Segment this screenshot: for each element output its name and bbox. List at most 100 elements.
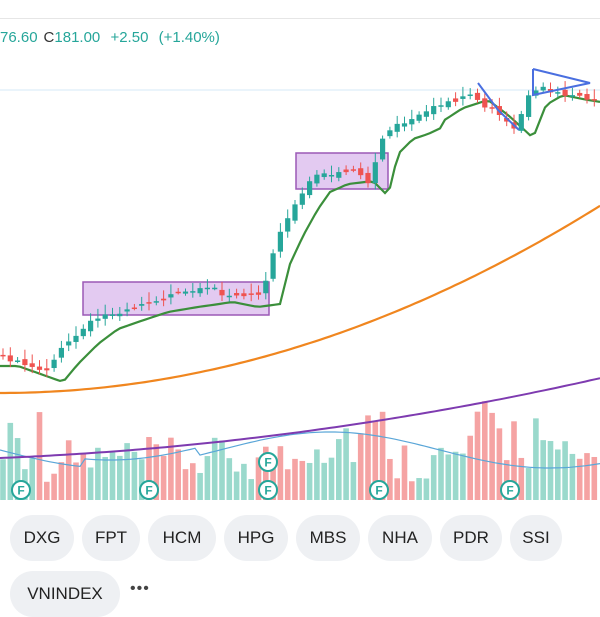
candle-up (277, 231, 283, 252)
more-options-button[interactable]: ••• (130, 580, 150, 597)
candle-up (372, 162, 378, 184)
volume-bar (555, 449, 561, 500)
candle-up (416, 114, 422, 121)
volume-bar (175, 449, 181, 500)
event-marker-circle (500, 480, 520, 500)
candle-down (241, 293, 247, 297)
volume-bar (365, 415, 371, 500)
volume-bar (124, 443, 130, 500)
candle-down (365, 172, 371, 184)
candle-up (569, 95, 575, 97)
event-markers: F FFF F F (11, 452, 520, 500)
volume-bar (73, 462, 79, 500)
wedge-line-2 (532, 68, 591, 97)
candle-up (328, 175, 335, 177)
candle-up (292, 204, 298, 221)
volume-bar (7, 422, 14, 500)
candle-up (139, 304, 145, 306)
ticker-chip-ssi[interactable]: SSI (510, 515, 562, 561)
close-value: 181.00 (54, 29, 101, 46)
volume-bar (569, 453, 576, 500)
candle-down (36, 366, 43, 370)
volume-bar (350, 462, 357, 500)
candle-up (401, 123, 408, 127)
consolidation-zone-1 (82, 281, 270, 316)
volume-bar (160, 455, 167, 500)
candle-down (474, 92, 481, 100)
candle-down (29, 363, 35, 367)
volume-bar (58, 462, 65, 500)
candle-up (80, 328, 86, 337)
candle-up (58, 347, 64, 358)
volume-bar (438, 447, 444, 500)
volume-bar (226, 458, 233, 500)
candle-up (460, 96, 466, 99)
candle-up (299, 193, 305, 205)
candle-up (168, 294, 174, 298)
ticker-chip-hpg[interactable]: HPG (224, 515, 288, 561)
volume-bar (182, 469, 189, 500)
ticker-chip-mbs[interactable]: MBS (296, 515, 360, 561)
volume-bar (248, 479, 254, 500)
ma-fast-line (0, 94, 600, 383)
change-percent: (+1.40%) (158, 29, 220, 46)
volume-bar (562, 441, 568, 500)
volume-bar (394, 478, 400, 500)
candle-down (44, 368, 50, 371)
ticker-chip-dxg[interactable]: DXG (10, 515, 74, 561)
volume-bar (547, 441, 554, 500)
volume-bar (109, 452, 116, 500)
event-marker-label: F (375, 484, 382, 498)
ohlc-legend: 76.60 C181.00 +2.50 (+1.40%) (0, 29, 226, 49)
candle-up (95, 318, 101, 321)
volume-bar (576, 458, 583, 500)
volume-bar (409, 481, 415, 500)
candle-down (255, 292, 262, 295)
ticker-chip-fpt[interactable]: FPT (82, 515, 140, 561)
candle-up (533, 90, 539, 96)
candle-up (190, 291, 196, 293)
volume-bar (306, 462, 313, 500)
event-marker-circle (258, 480, 278, 500)
ticker-chip-nha[interactable]: NHA (368, 515, 432, 561)
candle-up (555, 92, 561, 94)
volume-bar (29, 458, 35, 500)
volume-bar (496, 428, 503, 500)
volume-bar (401, 445, 408, 500)
volume-bar (14, 438, 21, 500)
volume-bar (277, 446, 284, 500)
top-toolbar-strip (0, 0, 600, 19)
candle-up (409, 119, 415, 125)
volume-bar (482, 401, 488, 500)
volume-bar (241, 463, 247, 500)
event-marker-circle (11, 480, 31, 500)
change-value: +2.50 (110, 29, 149, 46)
candle-up (182, 291, 189, 294)
candle-up (124, 309, 130, 312)
volume-bar (211, 437, 218, 500)
volume-bar (387, 458, 393, 500)
candles (0, 81, 597, 377)
candle-down (358, 168, 364, 176)
candle-down (489, 107, 495, 109)
event-marker-label: F (145, 484, 152, 498)
volume-bar (0, 459, 6, 500)
candle-down (7, 355, 13, 362)
volume-bar (357, 433, 364, 500)
candle-up (109, 314, 116, 316)
ticker-chip-vnindex[interactable]: VNINDEX (10, 571, 120, 617)
candlestick-chart-svg[interactable]: F FFF F F (0, 52, 600, 502)
event-marker-label: F (264, 456, 271, 470)
ticker-chip-hcm[interactable]: HCM (148, 515, 216, 561)
volume-bar (416, 478, 422, 500)
candle-up (431, 106, 437, 115)
candle-down (146, 302, 152, 304)
close-label: C (43, 29, 55, 46)
volume-bar (489, 412, 495, 500)
candle-up (66, 341, 72, 346)
volume-bar (51, 473, 57, 500)
ticker-chip-pdr[interactable]: PDR (440, 515, 502, 561)
candle-up (380, 138, 386, 160)
candle-up (226, 295, 232, 298)
